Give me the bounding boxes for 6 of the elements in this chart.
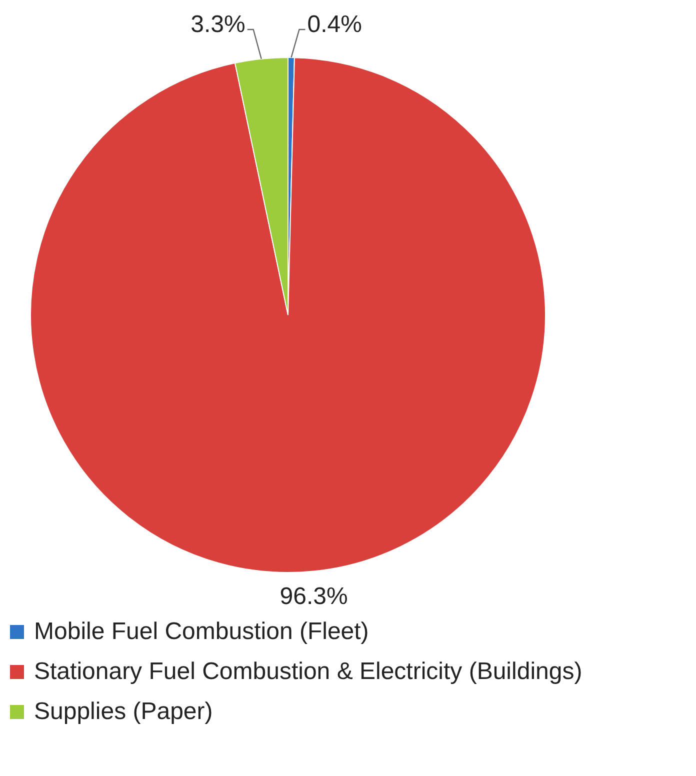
legend-label: Supplies (Paper): [34, 697, 213, 727]
legend-label: Stationary Fuel Combustion & Electricity (Buildings): [34, 657, 582, 687]
data-label: 0.4%: [307, 11, 362, 38]
data-label: 96.3%: [280, 582, 348, 610]
legend-label: Mobile Fuel Combustion (Fleet): [34, 617, 369, 647]
data-label: 3.3%: [190, 11, 246, 38]
